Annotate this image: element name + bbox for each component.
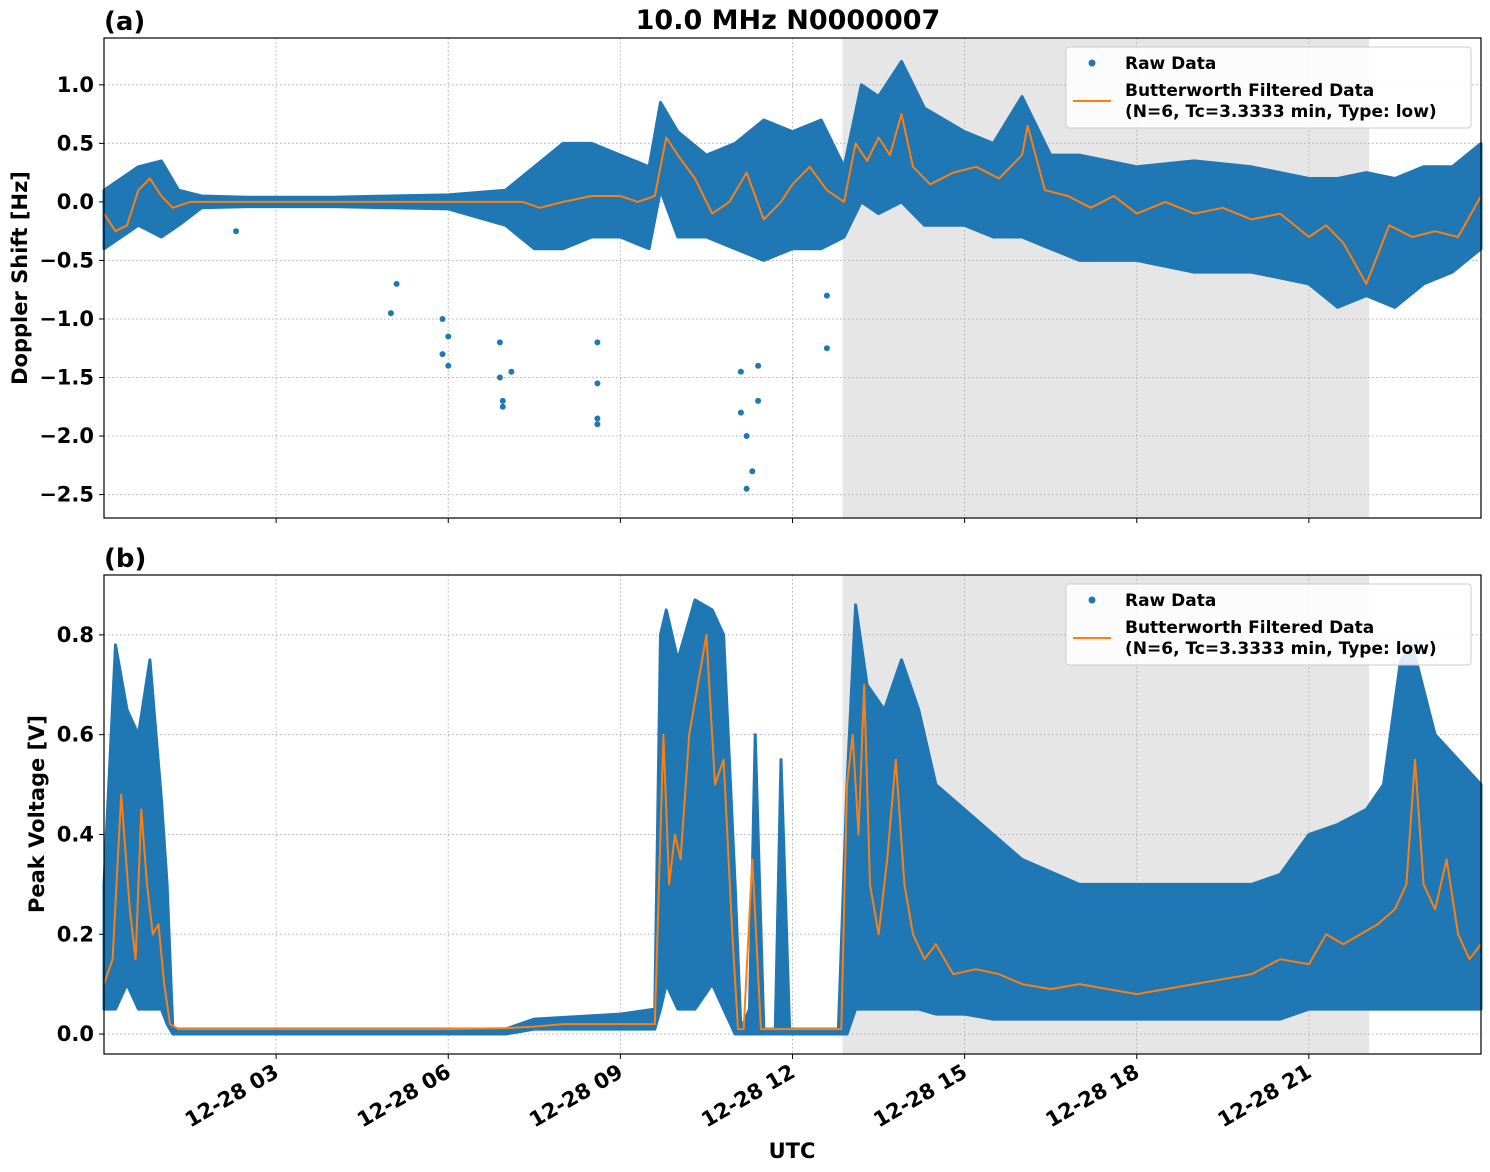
y-tick-label: 0.8 [57,623,94,647]
raw-data-point [743,485,750,492]
raw-data-point [823,292,830,299]
x-tick-label: 12-28 12 [697,1060,799,1133]
x-axis-label: UTC [769,1139,816,1163]
y-tick-label: −2.0 [39,424,94,448]
raw-data-point [737,409,744,416]
raw-data-point [823,345,830,352]
x-tick-label: 12-28 06 [353,1060,455,1133]
raw-data-point [393,280,400,287]
panel-a: (a) Doppler Shift [Hz] 1.0 0.5 0.0 −0.5 −1.0… [8,7,1483,523]
y-tick-label: 0.2 [57,922,94,946]
raw-data-point [439,316,446,322]
raw-data-point [233,228,239,235]
panel-label-b: (b) [104,544,146,574]
raw-data-point [594,415,601,422]
y-tick-label: −2.5 [39,483,94,507]
raw-data-point [496,374,503,381]
x-tick-label: 12-28 09 [525,1060,627,1133]
y-tick-label: 0.0 [57,190,94,214]
legend-filtered-label-1: Butterworth Filtered Data [1125,81,1374,101]
raw-data-point [594,339,601,346]
panel-b: (b) Peak Voltage [V] 0.0 0.2 0.4 0.6 0.8 12-… [25,544,1483,1133]
legend-filtered-label-1: Butterworth Filtered Data [1125,618,1374,638]
raw-data-point [508,368,515,375]
raw-data-point [499,397,506,404]
x-tick-label: 12-28 03 [181,1060,283,1133]
raw-data-point [445,333,452,340]
legend-a: Raw Data Butterworth Filtered Data (N=6,… [1065,46,1472,129]
y-tick-label: 0.6 [57,723,94,747]
legend-raw-label: Raw Data [1125,591,1216,611]
x-tick-label: 12-28 21 [1214,1060,1316,1133]
y-tick-label: 0.5 [57,131,94,155]
filtered-data-line [103,633,1482,1031]
y-axis-label-a: Doppler Shift [Hz] [8,171,32,385]
y-tick-label: −1.5 [39,366,94,390]
raw-data-point [737,368,744,375]
raw-data-point [755,362,762,369]
raw-data-point [499,403,506,410]
raw-data-point [594,421,601,428]
x-tick-label: 12-28 15 [869,1060,971,1133]
panel-label-a: (a) [104,7,145,37]
y-tick-label: −0.5 [39,248,94,272]
y-tick-label: 0.0 [57,1022,94,1046]
legend-filtered-label-2: (N=6, Tc=3.3333 min, Type: low) [1125,639,1437,659]
y-axis-label-b: Peak Voltage [V] [25,715,49,913]
raw-data-point [749,468,756,475]
filtered-data-line [103,113,1482,285]
legend-filtered-label-2: (N=6, Tc=3.3333 min, Type: low) [1125,102,1437,122]
legend-raw-marker [1088,59,1096,67]
raw-data-point [755,397,762,404]
raw-data-point [594,380,601,387]
chart-title: 10.0 MHz N0000007 [636,5,941,36]
raw-data-point [439,351,446,358]
x-tick-label: 12-28 18 [1041,1060,1143,1133]
y-tick-label: 0.4 [57,822,94,846]
raw-data-point [743,433,750,439]
legend-raw-label: Raw Data [1125,54,1216,74]
y-tick-label: −1.0 [39,307,94,331]
raw-data-point [387,310,394,317]
legend-raw-marker [1088,596,1096,604]
y-tick-label: 1.0 [57,73,94,97]
raw-data-point [496,339,503,346]
legend-b: Raw Data Butterworth Filtered Data (N=6,… [1065,583,1472,666]
raw-data-point [445,362,452,369]
